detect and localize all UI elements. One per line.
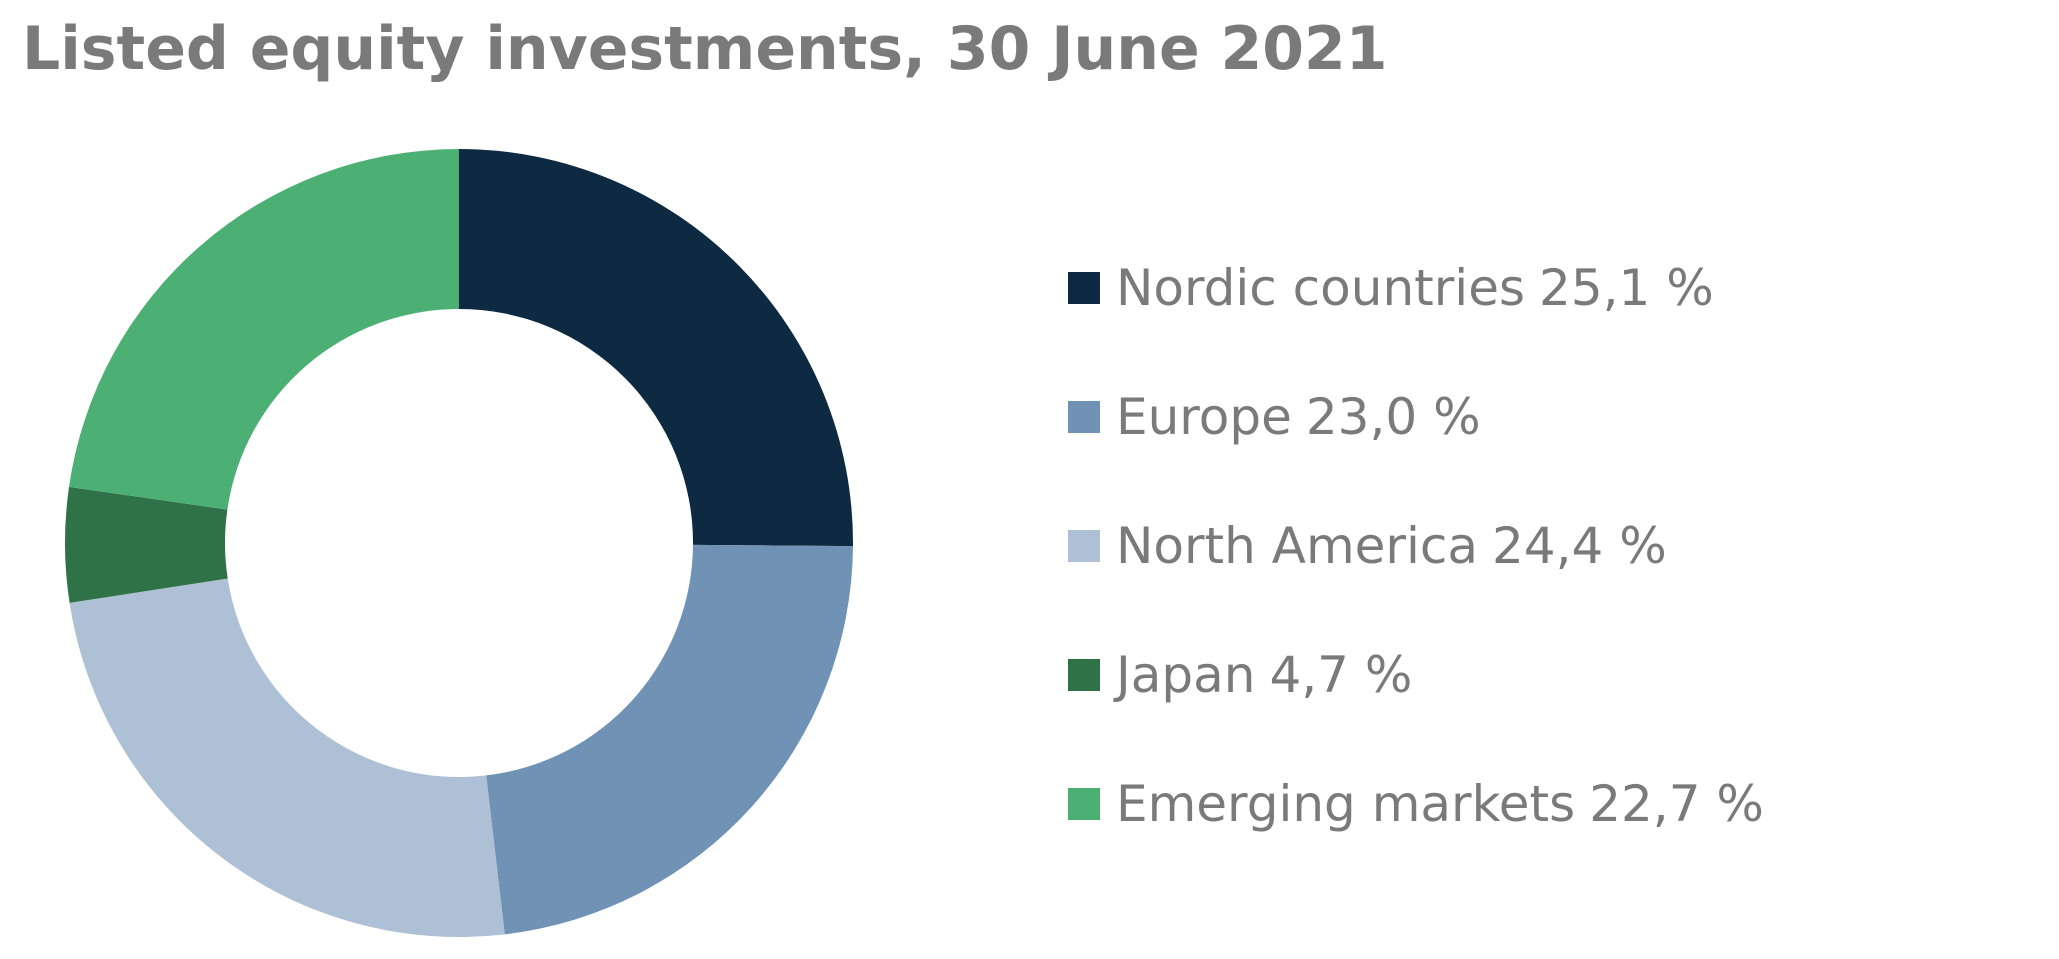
legend-item-japan: Japan 4,7 % xyxy=(1068,645,1412,705)
legend-label: North America xyxy=(1116,517,1478,575)
legend-swatch xyxy=(1068,659,1100,691)
legend-value: 23,0 % xyxy=(1305,388,1481,446)
legend-swatch xyxy=(1068,401,1100,433)
legend-label: Emerging markets xyxy=(1116,775,1576,833)
legend-swatch xyxy=(1068,788,1100,820)
donut-slice-europe xyxy=(486,544,853,935)
legend-item-emerging-markets: Emerging markets 22,7 % xyxy=(1068,774,1764,834)
legend-item-europe: Europe 23,0 % xyxy=(1068,387,1481,447)
legend-value: 22,7 % xyxy=(1589,775,1764,833)
legend-label: Japan xyxy=(1116,646,1256,704)
legend-item-nordic-countries: Nordic countries 25,1 % xyxy=(1068,258,1714,318)
chart-title: Listed equity investments, 30 June 2021 xyxy=(22,14,1388,84)
legend-label: Nordic countries xyxy=(1116,259,1526,317)
legend-value: 4,7 % xyxy=(1269,646,1413,704)
legend-item-north-america: North America 24,4 % xyxy=(1068,516,1667,576)
legend-label: Europe xyxy=(1116,388,1292,446)
donut-slice-emerging-markets xyxy=(69,149,459,510)
legend-value: 25,1 % xyxy=(1539,259,1714,317)
legend-swatch xyxy=(1068,272,1100,304)
chart-legend: Nordic countries 25,1 % Europe 23,0 % Nort… xyxy=(1068,0,2008,959)
donut-slice-north-america xyxy=(69,578,505,937)
donut-chart xyxy=(64,149,854,937)
legend-swatch xyxy=(1068,530,1100,562)
donut-slice-japan xyxy=(64,486,228,603)
legend-value: 24,4 % xyxy=(1492,517,1667,575)
donut-slices xyxy=(64,149,854,937)
donut-slice-nordic-countries xyxy=(459,149,854,547)
